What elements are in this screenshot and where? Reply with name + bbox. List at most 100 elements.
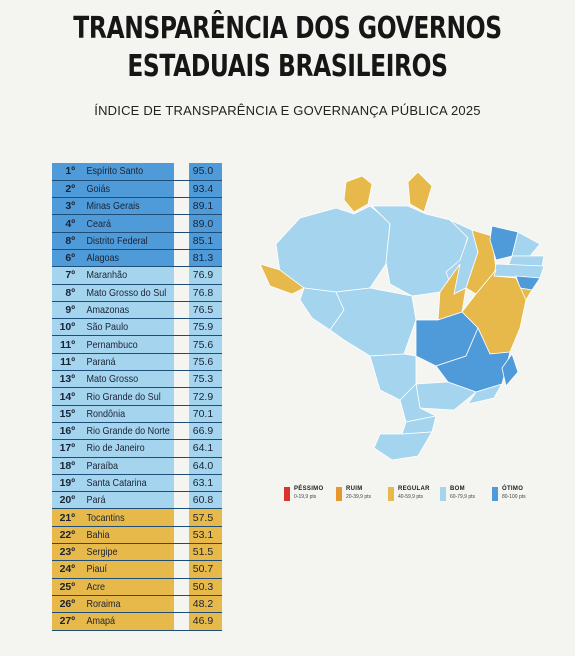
state-cell: Alagoas (83, 249, 174, 268)
map-state-roraima (343, 175, 373, 213)
state-cell: Rondônia (83, 405, 174, 423)
table-row: 16º Rio Grande do Norte 66.9 (52, 422, 222, 441)
map-legend: PÉSSIMO 0-19,9 pts RUIM 20-39,9 pts REGULAR 4… (284, 486, 544, 501)
rank-cell: 23º (52, 543, 84, 562)
table-row: 7º Maranhão 76.9 (52, 266, 222, 285)
table-row: 26º Roraima 48.2 (52, 595, 222, 614)
score-cell: 46.9 (188, 612, 222, 631)
score-cell: 76.9 (188, 266, 222, 285)
score-cell: 81.3 (188, 249, 222, 268)
rank-cell: 15º (52, 405, 84, 423)
table-row: 15º Rondônia 70.1 (52, 405, 222, 423)
score-cell: 53.1 (188, 526, 222, 545)
rank-cell: 3º (52, 197, 84, 216)
score-cell: 85.1 (188, 232, 222, 250)
legend-text: REGULAR 40-59,9 pts (398, 486, 430, 500)
map-state-rio-grande-do-sul (373, 431, 433, 460)
score-cell: 75.9 (188, 318, 222, 337)
rank-cell: 22º (52, 526, 84, 545)
rank-cell: 27º (52, 612, 84, 631)
score-cell: 76.8 (188, 284, 222, 302)
state-cell: Mato Grosso (83, 370, 174, 389)
score-cell: 95.0 (188, 163, 222, 181)
rank-cell: 24º (52, 560, 84, 579)
rank-cell: 4º (52, 214, 84, 233)
state-cell: Bahia (83, 526, 174, 545)
state-cell: Rio Grande do Sul (83, 387, 174, 406)
legend-item-ruim: RUIM 20-39,9 pts (336, 486, 388, 501)
state-cell: Goiás (83, 180, 174, 199)
score-cell: 64.0 (188, 457, 222, 475)
legend-text: ÓTIMO 80-100 pts (502, 486, 526, 500)
score-cell: 48.2 (188, 595, 222, 614)
table-row: 14º Rio Grande do Sul 72.9 (52, 387, 222, 406)
state-cell: Amazonas (83, 301, 174, 320)
legend-item-regular: REGULAR 40-59,9 pts (388, 486, 440, 501)
legend-item-pessimo: PÉSSIMO 0-19,9 pts (284, 486, 336, 501)
rank-cell: 11º (52, 353, 84, 372)
state-cell: Acre (83, 578, 174, 596)
state-cell: Ceará (83, 214, 174, 233)
state-cell: Paraíba (83, 457, 174, 475)
legend-text: BOM 60-79,9 pts (450, 486, 475, 500)
state-cell: São Paulo (83, 318, 174, 337)
rank-cell: 16º (52, 422, 84, 441)
table-row: 23º Sergipe 51.5 (52, 543, 222, 562)
legend-text: PÉSSIMO 0-19,9 pts (294, 486, 323, 500)
score-cell: 57.5 (188, 508, 222, 527)
table-row: 10º São Paulo 75.9 (52, 318, 222, 337)
ranking-table-body: 1º Espírito Santo 95.0 2º Goiás 93.4 3º Minas G… (52, 163, 222, 631)
rank-cell: 11º (52, 335, 84, 354)
state-cell: Tocantins (83, 508, 174, 527)
table-row: 22º Bahia 53.1 (52, 526, 222, 545)
legend-label: REGULAR (398, 486, 430, 492)
table-row: 2º Goiás 93.4 (52, 180, 222, 199)
score-cell: 75.3 (188, 370, 222, 389)
legend-item-otimo: ÓTIMO 80-100 pts (492, 486, 544, 501)
rank-cell: 2º (52, 180, 84, 199)
map-state-amazonas (275, 205, 391, 293)
table-row: 11º Paraná 75.6 (52, 353, 222, 372)
table-row: 1º Espírito Santo 95.0 (52, 163, 222, 181)
table-row: 24º Piauí 50.7 (52, 560, 222, 579)
state-cell: Santa Catarina (83, 474, 174, 493)
rank-cell: 9º (52, 301, 84, 320)
state-cell: Piauí (83, 560, 174, 579)
rank-cell: 10º (52, 318, 84, 337)
map-state-rio-de-janeiro (467, 383, 503, 405)
score-cell: 75.6 (188, 353, 222, 372)
score-cell: 75.6 (188, 335, 222, 354)
score-cell: 51.5 (188, 543, 222, 562)
map-state-cear- (489, 225, 519, 261)
score-cell: 50.3 (188, 578, 222, 596)
state-cell: Distrito Federal (83, 232, 174, 250)
state-cell: Pernambuco (83, 335, 174, 354)
state-cell: Roraima (83, 595, 174, 614)
table-row: 17º Rio de Janeiro 64.1 (52, 439, 222, 458)
score-cell: 76.5 (188, 301, 222, 320)
score-cell: 63.1 (188, 474, 222, 493)
legend-range: 60-79,9 pts (450, 494, 476, 500)
page-subtitle: ÍNDICE DE TRANSPARÊNCIA E GOVERNANÇA PÚB… (94, 103, 481, 118)
map-state-acre (259, 263, 305, 295)
legend-text: RUIM 20-39,9 pts (346, 486, 371, 500)
legend-swatch (336, 487, 342, 501)
legend-label: ÓTIMO (502, 486, 524, 492)
rank-cell: 13º (52, 370, 84, 389)
table-row: 27º Amapá 46.9 (52, 612, 222, 631)
score-cell: 70.1 (188, 405, 222, 423)
title-line-1: TRANSPARÊNCIA DOS GOVERNOS (73, 11, 502, 46)
state-cell: Espírito Santo (83, 163, 174, 181)
score-cell: 66.9 (188, 422, 222, 441)
legend-swatch (284, 487, 290, 501)
legend-label: RUIM (346, 486, 363, 492)
table-row: 13º Mato Grosso 75.3 (52, 370, 222, 389)
score-cell: 89.1 (188, 197, 222, 216)
rank-cell: 7º (52, 266, 84, 285)
state-cell: Rio Grande do Norte (83, 422, 174, 441)
state-cell: Pará (83, 491, 174, 510)
rank-cell: 6º (52, 249, 84, 268)
legend-range: 80-100 pts (502, 494, 526, 500)
table-row: 4º Ceará 89.0 (52, 214, 222, 233)
legend-range: 0-19,9 pts (294, 494, 317, 500)
